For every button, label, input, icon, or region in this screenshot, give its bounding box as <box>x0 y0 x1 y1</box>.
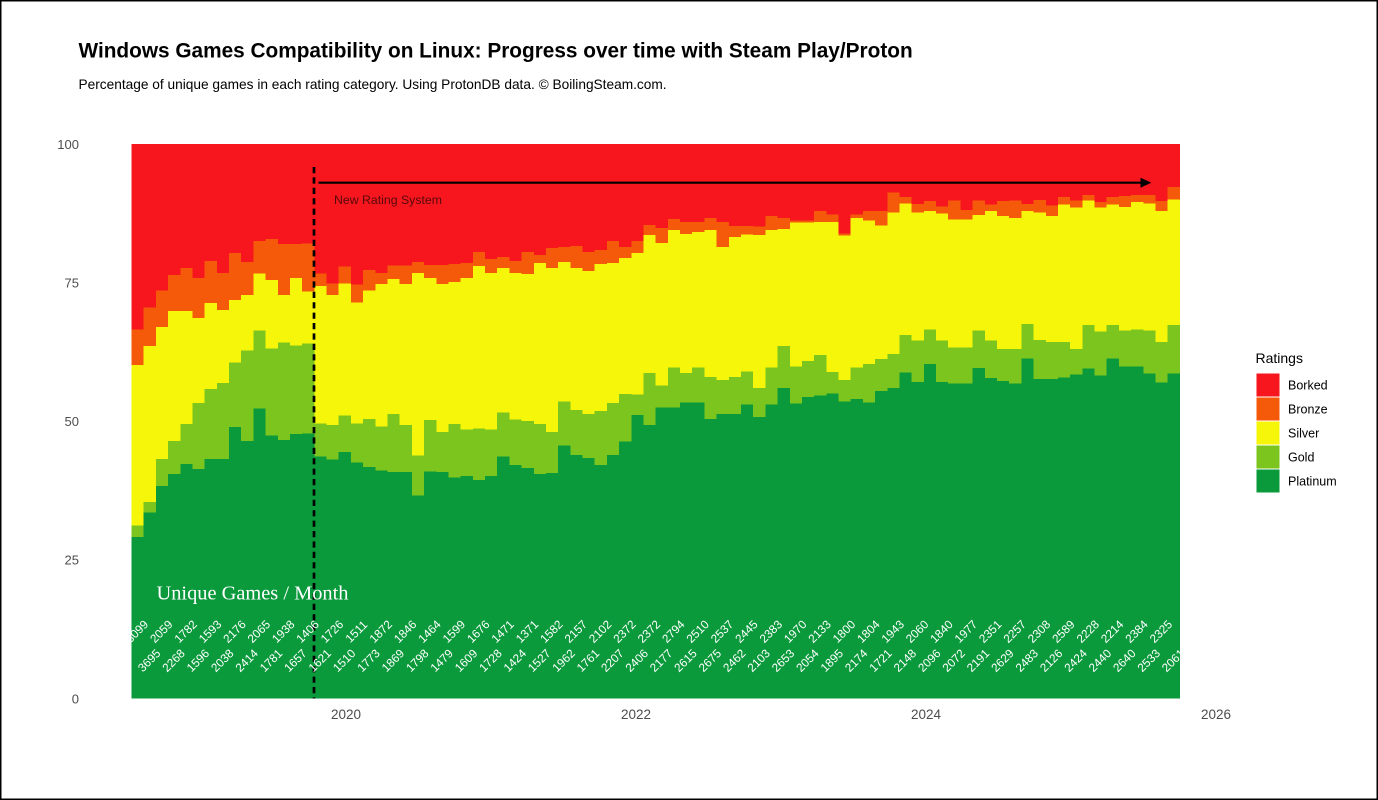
svg-text:Ratings: Ratings <box>1256 350 1303 366</box>
svg-text:25: 25 <box>65 553 79 568</box>
svg-text:50: 50 <box>65 414 79 429</box>
svg-text:2026: 2026 <box>1201 707 1231 722</box>
svg-text:2020: 2020 <box>331 707 361 722</box>
svg-text:Unique Games / Month: Unique Games / Month <box>157 583 349 605</box>
svg-text:Windows Games Compatibility on: Windows Games Compatibility on Linux: Pr… <box>79 40 913 63</box>
svg-text:Percentage of unique games in: Percentage of unique games in each ratin… <box>79 77 667 92</box>
svg-text:Borked: Borked <box>1288 378 1328 392</box>
svg-text:Gold: Gold <box>1288 450 1314 464</box>
svg-text:0: 0 <box>72 691 79 706</box>
svg-text:Platinum: Platinum <box>1288 474 1337 488</box>
svg-text:75: 75 <box>65 275 79 290</box>
svg-text:100: 100 <box>57 137 79 152</box>
svg-text:New Rating System: New Rating System <box>334 193 442 207</box>
svg-text:Silver: Silver <box>1288 426 1319 440</box>
svg-text:Bronze: Bronze <box>1288 402 1328 416</box>
svg-text:2022: 2022 <box>621 707 651 722</box>
svg-text:2024: 2024 <box>911 707 942 722</box>
